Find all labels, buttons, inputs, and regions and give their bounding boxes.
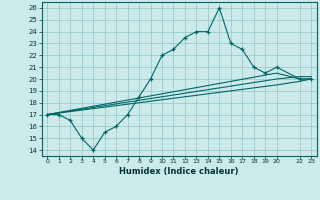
- X-axis label: Humidex (Indice chaleur): Humidex (Indice chaleur): [119, 167, 239, 176]
